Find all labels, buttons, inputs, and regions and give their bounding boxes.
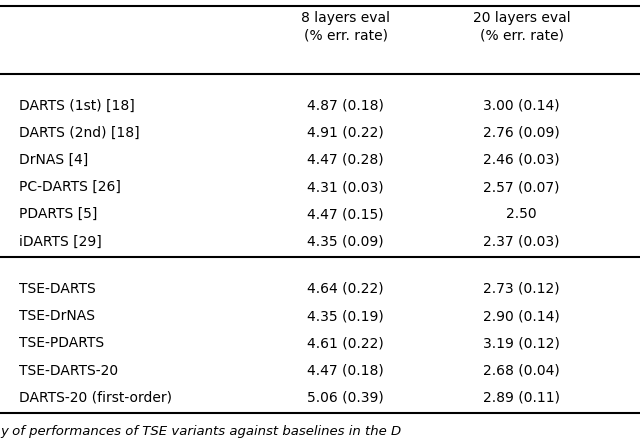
Text: DARTS (1st) [18]: DARTS (1st) [18] — [19, 98, 135, 112]
Text: 2.50: 2.50 — [506, 207, 537, 221]
Text: 4.47 (0.15): 4.47 (0.15) — [307, 207, 384, 221]
Text: 4.47 (0.18): 4.47 (0.18) — [307, 363, 384, 377]
Text: 4.35 (0.09): 4.35 (0.09) — [307, 234, 384, 248]
Text: TSE-PDARTS: TSE-PDARTS — [19, 336, 104, 350]
Text: 4.47 (0.28): 4.47 (0.28) — [307, 152, 384, 166]
Text: TSE-DARTS: TSE-DARTS — [19, 281, 96, 295]
Text: PDARTS [5]: PDARTS [5] — [19, 207, 97, 221]
Text: 2.37 (0.03): 2.37 (0.03) — [483, 234, 560, 248]
Text: 4.61 (0.22): 4.61 (0.22) — [307, 336, 384, 350]
Text: 2.76 (0.09): 2.76 (0.09) — [483, 125, 560, 139]
Text: 4.31 (0.03): 4.31 (0.03) — [307, 180, 384, 194]
Text: 2.68 (0.04): 2.68 (0.04) — [483, 363, 560, 377]
Text: 2.73 (0.12): 2.73 (0.12) — [483, 281, 560, 295]
Text: iDARTS [29]: iDARTS [29] — [19, 234, 102, 248]
Text: PC-DARTS [26]: PC-DARTS [26] — [19, 180, 121, 194]
Text: 2.57 (0.07): 2.57 (0.07) — [483, 180, 560, 194]
Text: 4.91 (0.22): 4.91 (0.22) — [307, 125, 384, 139]
Text: 2.90 (0.14): 2.90 (0.14) — [483, 308, 560, 322]
Text: y of performances of TSE variants against baselines in the D: y of performances of TSE variants agains… — [0, 424, 401, 438]
Text: 4.87 (0.18): 4.87 (0.18) — [307, 98, 384, 112]
Text: 3.19 (0.12): 3.19 (0.12) — [483, 336, 560, 350]
Text: 5.06 (0.39): 5.06 (0.39) — [307, 390, 384, 404]
Text: TSE-DARTS-20: TSE-DARTS-20 — [19, 363, 118, 377]
Text: 4.64 (0.22): 4.64 (0.22) — [307, 281, 384, 295]
Text: DrNAS [4]: DrNAS [4] — [19, 152, 88, 166]
Text: DARTS (2nd) [18]: DARTS (2nd) [18] — [19, 125, 140, 139]
Text: 2.89 (0.11): 2.89 (0.11) — [483, 390, 560, 404]
Text: 4.35 (0.19): 4.35 (0.19) — [307, 308, 384, 322]
Text: DARTS-20 (first-order): DARTS-20 (first-order) — [19, 390, 172, 404]
Text: 8 layers eval
(% err. rate): 8 layers eval (% err. rate) — [301, 11, 390, 43]
Text: 3.00 (0.14): 3.00 (0.14) — [483, 98, 560, 112]
Text: 20 layers eval
(% err. rate): 20 layers eval (% err. rate) — [473, 11, 570, 43]
Text: 2.46 (0.03): 2.46 (0.03) — [483, 152, 560, 166]
Text: TSE-DrNAS: TSE-DrNAS — [19, 308, 95, 322]
